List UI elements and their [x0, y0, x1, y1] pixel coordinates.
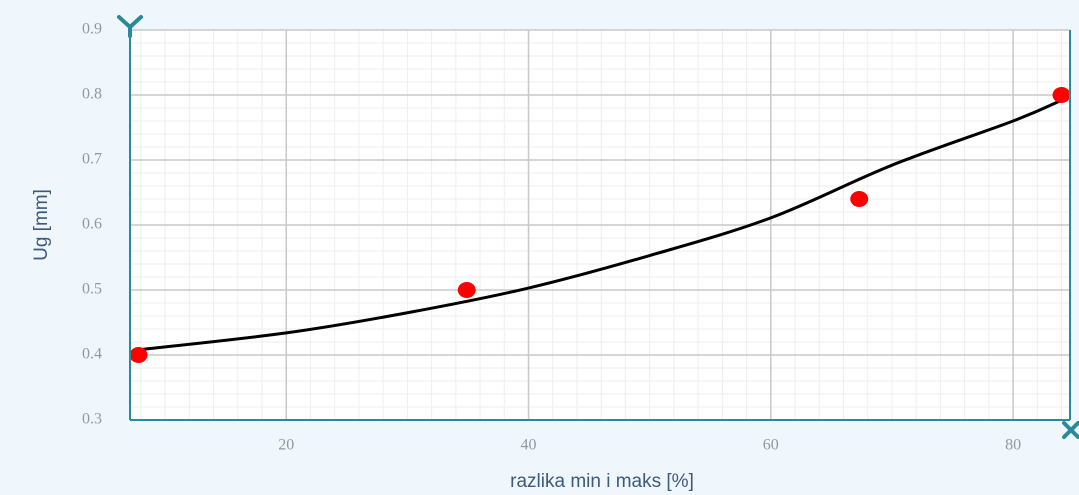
data-point: [1052, 87, 1071, 103]
x-tick-label: 60: [763, 437, 779, 454]
grid: [130, 29, 1070, 421]
y-tick-label: 0.4: [82, 346, 102, 363]
fit-line: [138, 98, 1063, 352]
data-point: [457, 282, 476, 298]
y-axis-label: Ug [mm]: [31, 189, 52, 261]
y-tick-label: 0.7: [82, 151, 102, 168]
data-point: [850, 191, 869, 207]
y-tick-label: 0.8: [82, 86, 102, 103]
y-tick-label: 0.9: [82, 21, 102, 38]
y-tick-label: 0.3: [82, 411, 102, 428]
y-tick-label: 0.5: [82, 281, 102, 298]
x-tick-label: 40: [521, 437, 537, 454]
x-axis-icon: [1062, 421, 1079, 439]
marks: [129, 87, 1071, 363]
y-tick-label: 0.6: [82, 216, 102, 233]
y-axis-icon: [117, 15, 143, 38]
x-tick-label: 80: [1005, 437, 1021, 454]
x-axis-label: razlika min i maks [%]: [510, 471, 694, 492]
data-point: [129, 347, 148, 363]
x-tick-label: 20: [278, 437, 294, 454]
